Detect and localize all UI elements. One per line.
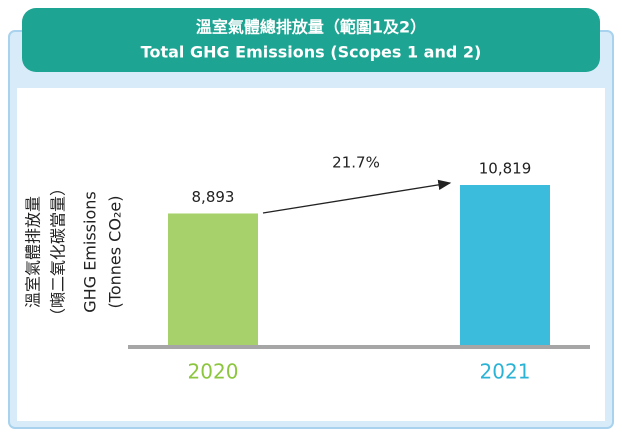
y-axis-label: （噸二氧化碳當量） (49, 180, 68, 324)
y-axis-label: 溫室氣體排放量 (24, 196, 43, 308)
y-axis-label: GHG Emissions (81, 191, 100, 312)
y-axis-label: (Tonnes CO₂e) (106, 196, 125, 309)
x-tick-label: 2020 (188, 360, 239, 384)
x-tick-label: 2021 (480, 360, 531, 384)
baseline (128, 345, 590, 349)
bar (168, 213, 258, 345)
data-label: 8,893 (192, 188, 235, 206)
data-label: 10,819 (479, 160, 532, 178)
bar (460, 185, 550, 345)
chart-subtitle: Total GHG Emissions (Scopes 1 and 2) (141, 43, 482, 62)
chart-title: 溫室氣體總排放量（範圍1及2） (196, 18, 426, 37)
annotation: 21.7% (332, 154, 380, 172)
growth-arrow (262, 179, 452, 214)
header-banner (22, 8, 600, 72)
